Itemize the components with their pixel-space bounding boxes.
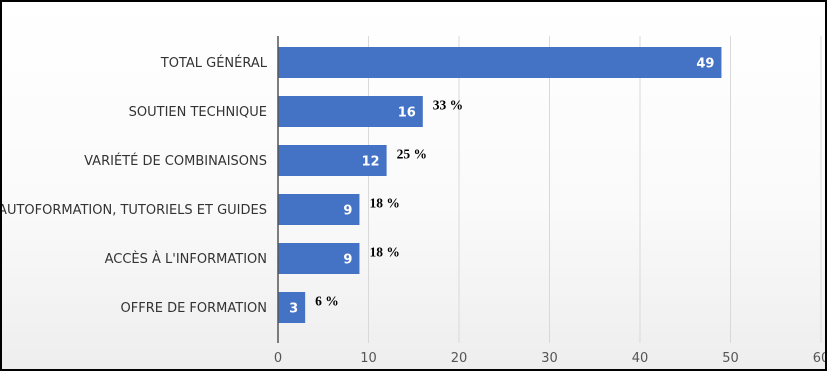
bar	[278, 292, 306, 323]
category-label: VARIÉTÉ DE COMBINAISONS	[84, 153, 267, 169]
x-tick-label: 60	[813, 351, 825, 366]
percent-label: 18 %	[369, 245, 399, 260]
bar	[278, 243, 360, 274]
x-tick-label: 30	[541, 351, 558, 366]
bars	[278, 47, 722, 323]
percent-label: 18 %	[369, 196, 399, 211]
percent-labels: 33 % 25 % 18 % 18 % 6 %	[315, 98, 463, 309]
data-label: 16	[398, 106, 416, 121]
bar	[278, 47, 722, 78]
bar	[278, 194, 360, 225]
category-labels: TOTAL GÉNÉRAL SOUTIEN TECHNIQUE VARIÉTÉ DE…	[2, 55, 268, 316]
x-tick-label: 0	[274, 351, 282, 366]
x-axis-ticks: 0 10 20 30 40 50 60	[274, 351, 825, 366]
percent-label: 25 %	[397, 147, 427, 162]
data-label: 9	[343, 253, 352, 268]
x-tick-label: 50	[722, 351, 739, 366]
x-tick-label: 20	[451, 351, 468, 366]
percent-label: 6 %	[315, 294, 339, 309]
category-label: SOUTIEN TECHNIQUE	[129, 105, 267, 120]
data-label: 9	[343, 204, 352, 219]
category-label: ACCÈS À L'INFORMATION	[105, 251, 267, 267]
bar	[278, 96, 423, 127]
data-label: 3	[289, 302, 298, 317]
category-label: AUTOFORMATION, TUTORIELS ET GUIDES	[2, 203, 267, 218]
bar	[278, 145, 387, 176]
gridlines	[368, 36, 822, 343]
data-label: 49	[696, 57, 714, 72]
percent-label: 33 %	[433, 98, 463, 113]
category-label: OFFRE DE FORMATION	[121, 301, 268, 316]
x-tick-label: 40	[632, 351, 649, 366]
category-label: TOTAL GÉNÉRAL	[160, 55, 268, 71]
x-tick-label: 10	[360, 351, 377, 366]
value-labels: 49 16 12 9 9 3	[289, 57, 714, 317]
data-label: 12	[362, 155, 380, 170]
